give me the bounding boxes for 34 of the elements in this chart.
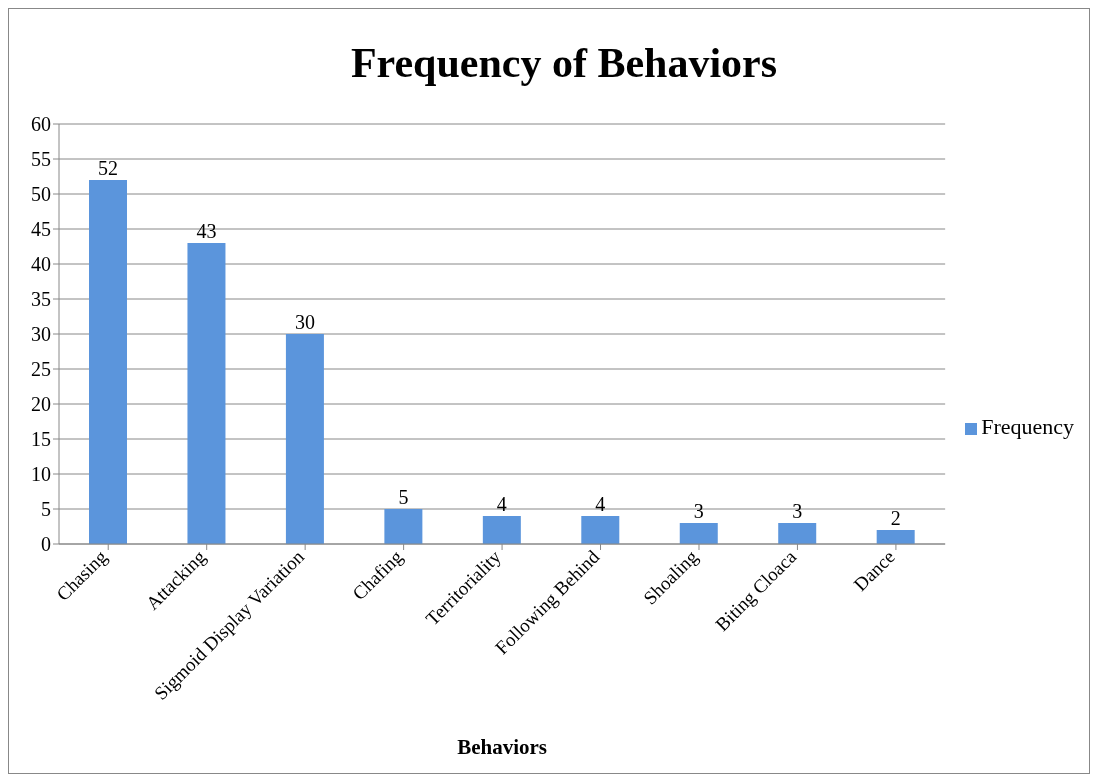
y-tick-label: 55 bbox=[31, 148, 51, 171]
y-tick-label: 40 bbox=[31, 253, 51, 276]
data-label: 3 bbox=[792, 500, 803, 522]
bar bbox=[482, 516, 521, 544]
x-axis-title: Behaviors bbox=[457, 735, 547, 759]
bar bbox=[581, 516, 620, 544]
bar bbox=[187, 243, 226, 544]
y-tick-label: 10 bbox=[31, 463, 51, 486]
data-label: 52 bbox=[98, 157, 118, 179]
y-tick-label: 20 bbox=[31, 393, 51, 416]
bar bbox=[285, 334, 324, 544]
data-label: 4 bbox=[595, 493, 606, 515]
bar bbox=[778, 523, 817, 544]
y-tick-label: 5 bbox=[41, 498, 51, 521]
data-label: 30 bbox=[294, 311, 315, 333]
y-tick-label: 0 bbox=[41, 533, 51, 556]
y-tick-label: 30 bbox=[31, 323, 51, 346]
bar bbox=[876, 530, 915, 544]
chart-title: Frequency of Behaviors bbox=[349, 39, 779, 88]
bar bbox=[679, 523, 718, 544]
y-tick-label: 35 bbox=[31, 288, 51, 311]
legend-label: Frequency bbox=[981, 414, 1074, 439]
bar bbox=[384, 509, 423, 544]
y-tick-label: 50 bbox=[31, 183, 51, 206]
y-tick-label: 45 bbox=[31, 218, 51, 241]
y-tick-label: 15 bbox=[31, 428, 51, 451]
data-label: 3 bbox=[693, 500, 704, 522]
y-tick-label: 60 bbox=[31, 113, 51, 136]
data-label: 43 bbox=[196, 220, 217, 242]
data-label: 2 bbox=[890, 507, 901, 529]
data-label: 4 bbox=[496, 493, 507, 515]
data-label: 5 bbox=[398, 486, 409, 508]
y-tick-label: 25 bbox=[31, 358, 51, 381]
bar bbox=[89, 180, 127, 544]
